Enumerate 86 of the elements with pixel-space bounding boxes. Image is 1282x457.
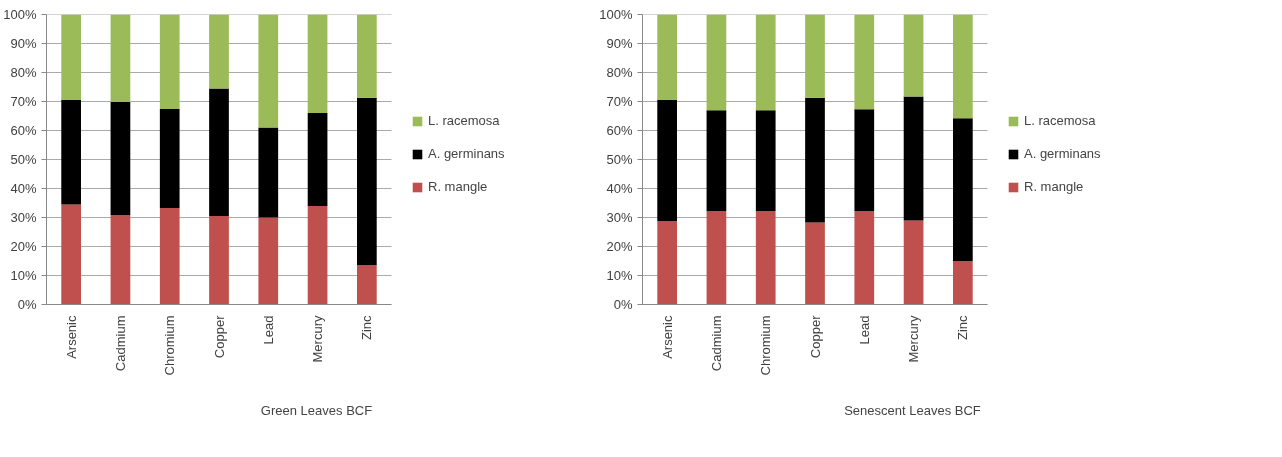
bar [805,97,825,223]
y-tick-label: 20% [10,239,37,254]
y-tick-label: 50% [10,152,37,167]
y-tick-label: 50% [606,152,633,167]
legend-label: L. racemosa [428,113,500,128]
bar [805,14,825,98]
y-tick-label: 70% [606,94,633,109]
bar [953,118,973,261]
y-tick-label: 100% [599,7,633,22]
bar [903,96,924,221]
legend-label: R. mangle [428,179,488,194]
bar [755,211,776,305]
y-tick-label: 60% [10,123,37,138]
x-tick-label: Lead [260,315,276,345]
bar [61,100,81,205]
legend-label: L. racemosa [1024,113,1096,128]
y-tick-label: 60% [606,123,633,138]
x-tick-label: Lead [856,315,872,345]
y-tick-label: 80% [10,65,37,80]
bar [854,109,875,212]
x-axis-title: Senescent Leaves BCF [844,403,981,419]
bar [953,14,973,119]
bar [159,109,180,208]
bar [657,221,677,305]
bar [903,14,924,97]
y-tick-label: 90% [606,36,633,51]
bar [903,220,924,305]
x-tick-label: Arsenic [659,315,675,359]
x-tick-label: Copper [211,314,227,359]
bar [209,14,229,89]
bar [307,14,328,114]
bar [657,100,677,222]
bar [357,97,377,266]
bar [805,222,825,305]
bar [110,215,131,305]
bar [854,14,875,110]
y-tick-label: 80% [606,65,633,80]
x-tick-label: Cadmium [708,315,724,372]
y-tick-label: 20% [606,239,633,254]
bar [61,204,81,305]
bar [357,265,377,305]
y-tick-label: 10% [10,268,37,283]
bar [357,14,377,98]
x-tick-label: Chromium [758,315,774,376]
legend-label: A. germinans [1024,146,1101,161]
bar [307,113,328,206]
y-tick-label: 30% [10,210,37,225]
bar [110,102,131,216]
bar [706,211,727,305]
bar [209,88,229,217]
x-tick-label: Arsenic [63,315,79,359]
bar [706,110,727,212]
bar [110,14,131,103]
x-tick-label: Copper [807,314,823,359]
bar [258,14,279,128]
x-tick-label: Mercury [310,315,326,363]
y-tick-label: 70% [10,94,37,109]
y-tick-label: 10% [606,268,633,283]
legend-label: A. germinans [428,146,505,161]
x-tick-label: Cadmium [112,315,128,372]
bar [258,127,279,218]
bar [953,261,973,305]
y-tick-label: 40% [606,181,633,196]
bar [657,14,677,101]
x-tick-label: Chromium [162,315,178,376]
y-tick-label: 0% [17,297,37,312]
y-tick-label: 100% [3,7,37,22]
y-tick-label: 0% [613,297,633,312]
bar [61,14,81,101]
bar [159,207,180,305]
y-tick-label: 40% [10,181,37,196]
x-tick-label: Mercury [906,315,922,363]
x-axis-title: Green Leaves BCF [260,403,373,419]
legend-label: R. mangle [1024,179,1084,194]
bar [209,216,229,305]
bar [755,110,776,212]
bar [159,14,180,110]
x-tick-label: Zinc [359,315,375,341]
x-tick-label: Zinc [955,315,971,341]
y-tick-label: 90% [10,36,37,51]
bar [755,14,776,111]
bar [706,14,727,111]
bar [307,205,328,305]
bar [258,217,279,305]
bar [854,211,875,305]
y-tick-label: 30% [606,210,633,225]
